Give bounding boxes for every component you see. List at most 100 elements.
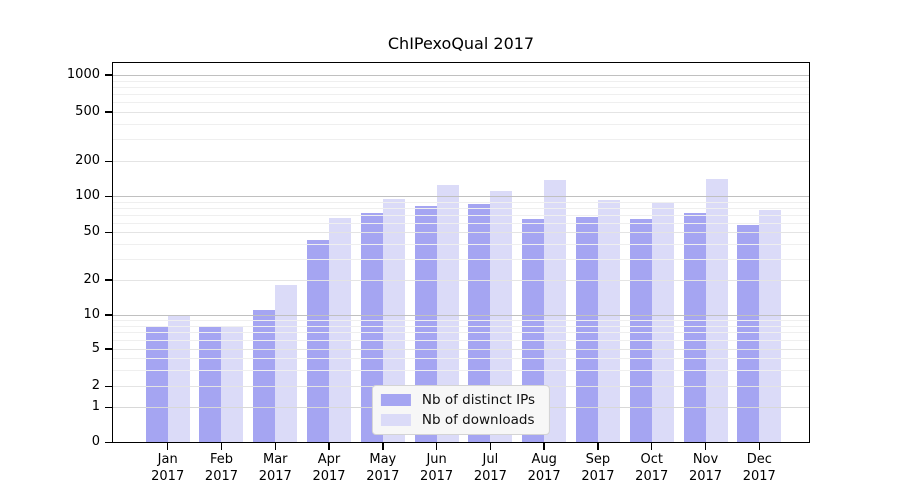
month-name: Feb <box>209 452 233 467</box>
bar-ips-nov <box>683 213 706 442</box>
month-year: 2017 <box>366 469 400 484</box>
legend-swatch-ips <box>380 394 411 406</box>
y-axis-tick <box>105 279 112 281</box>
month-year: 2017 <box>151 469 185 484</box>
chart-title: ChIPexoQual 2017 <box>387 34 535 53</box>
bar-ips-dec <box>737 225 760 442</box>
x-axis-tick <box>650 443 653 450</box>
month-name: Sep <box>585 452 611 467</box>
bar-downloads-oct <box>651 201 674 442</box>
x-axis-month-label: Apr 2017 <box>297 451 361 485</box>
month-year: 2017 <box>473 469 507 484</box>
month-name: Dec <box>746 452 772 467</box>
month-year: 2017 <box>688 469 723 484</box>
bar-ips-may <box>360 212 383 442</box>
bar-ips-jun <box>414 205 437 442</box>
month-name: Jul <box>482 452 499 467</box>
y-axis-tick <box>105 195 112 198</box>
y-axis-tick-label: 500 <box>75 103 100 119</box>
y-axis-tick <box>105 406 112 409</box>
month-name: Jun <box>426 452 447 467</box>
y-axis-tick <box>105 441 112 443</box>
y-axis-tick-label: 5 <box>91 340 100 356</box>
legend-label-ips: Nb of distinct IPs <box>421 392 536 408</box>
x-axis-tick <box>704 443 707 450</box>
month-name: Aug <box>531 452 557 467</box>
bar-ips-jan <box>145 325 168 442</box>
y-axis-tick-label: 100 <box>75 188 100 204</box>
x-axis-month-label: Mar 2017 <box>243 451 307 485</box>
y-axis-tick <box>105 231 112 234</box>
x-axis-month-label: Jan 2017 <box>136 451 200 485</box>
bar-downloads-sep <box>597 199 620 442</box>
y-axis-tick-label: 50 <box>83 224 100 240</box>
month-name: Mar <box>262 452 288 467</box>
bar-downloads-feb <box>221 325 244 442</box>
x-axis-tick <box>328 443 330 450</box>
month-year: 2017 <box>258 469 292 484</box>
legend-entry-distinct-ips: Nb of distinct IPs <box>380 392 536 408</box>
month-name: Jan <box>157 452 178 467</box>
x-axis-month-label: Jul 2017 <box>458 451 522 485</box>
bar-ips-jul <box>468 203 491 442</box>
x-axis-tick <box>543 443 545 450</box>
y-axis-tick-label: 200 <box>75 153 100 169</box>
bar-ips-apr <box>307 239 330 442</box>
month-name: Oct <box>640 452 663 467</box>
y-gridline <box>113 161 809 163</box>
minor-gridline <box>113 86 809 88</box>
x-axis-month-label: Dec 2017 <box>727 451 791 485</box>
bar-downloads-nov <box>705 178 728 442</box>
month-name: Nov <box>692 452 719 467</box>
y-axis-tick <box>105 74 112 76</box>
minor-gridline <box>113 139 809 141</box>
y-axis-tick-label: 1 <box>91 399 100 415</box>
x-axis-tick <box>382 443 384 450</box>
x-axis-tick <box>435 443 438 450</box>
x-axis-month-label: Oct 2017 <box>620 451 684 485</box>
bar-ips-oct <box>629 218 652 442</box>
y-axis-tick <box>105 385 112 388</box>
bar-downloads-jan <box>167 314 190 442</box>
y-axis-tick <box>105 314 112 316</box>
legend-swatch-downloads <box>380 414 411 426</box>
month-year: 2017 <box>204 469 239 484</box>
y-axis-tick-label: 1000 <box>66 66 100 82</box>
month-name: May <box>369 452 397 467</box>
bar-downloads-dec <box>759 209 782 442</box>
x-axis-tick <box>758 443 761 450</box>
y-axis-tick-label: 2 <box>91 378 100 394</box>
x-axis-tick <box>220 443 223 450</box>
month-year: 2017 <box>581 469 615 484</box>
month-year: 2017 <box>527 469 561 484</box>
bar-downloads-aug <box>544 180 567 442</box>
month-year: 2017 <box>420 469 454 484</box>
month-year: 2017 <box>742 469 776 484</box>
bar-downloads-jul <box>490 190 513 442</box>
x-axis-tick <box>166 443 169 450</box>
bar-ips-feb <box>199 325 222 442</box>
y-axis-tick-label: 10 <box>83 306 100 322</box>
x-axis-month-label: Feb 2017 <box>189 451 253 485</box>
minor-gridline <box>113 80 809 82</box>
x-axis-month-label: Aug 2017 <box>512 451 576 485</box>
y-axis-tick <box>105 160 112 163</box>
x-axis-tick <box>489 443 492 450</box>
bar-ips-sep <box>575 217 598 442</box>
y-axis-tick <box>105 111 112 113</box>
y-gridline <box>113 74 809 76</box>
bar-downloads-apr <box>329 217 352 442</box>
x-axis-month-label: Jun 2017 <box>405 451 469 485</box>
legend-label-downloads: Nb of downloads <box>421 412 535 428</box>
plot-area: Nb of distinct IPs Nb of downloads 0 1 2 5 1… <box>67 62 810 484</box>
bar-downloads-jun <box>436 185 459 442</box>
y-gridline <box>113 111 809 113</box>
x-axis-month-label: Sep 2017 <box>566 451 630 485</box>
x-axis-tick <box>274 443 276 450</box>
minor-gridline <box>113 93 809 95</box>
month-year: 2017 <box>312 469 346 484</box>
minor-gridline <box>113 102 809 104</box>
x-axis-tick <box>597 443 599 450</box>
y-axis-tick-label: 0 <box>91 434 100 449</box>
